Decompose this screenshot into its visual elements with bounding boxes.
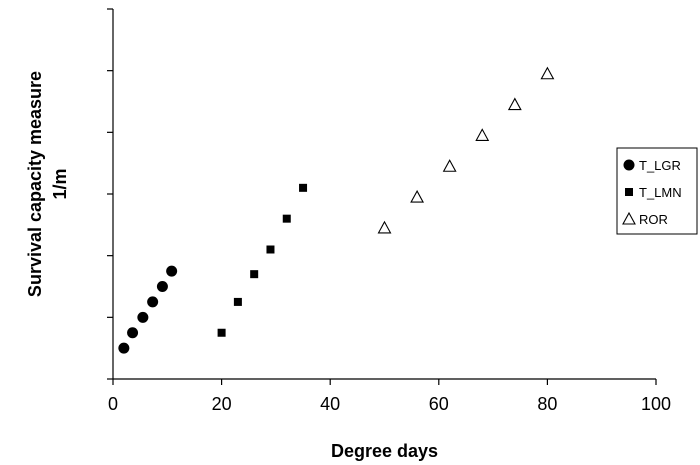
data-point <box>299 183 308 192</box>
x-tick-labels: 0 20 40 60 80 100 <box>108 394 671 414</box>
x-tick-label: 100 <box>641 394 671 414</box>
data-point <box>156 281 168 292</box>
series-ror <box>377 66 555 234</box>
data-point <box>217 328 226 337</box>
legend-item-t-lmn: T_LMN <box>625 185 682 200</box>
data-point <box>137 311 149 323</box>
data-point <box>442 159 457 172</box>
y-axis-title-line-1: Survival capacity measure <box>25 71 45 297</box>
data-point <box>475 128 490 141</box>
legend-item-ror: ROR <box>622 211 668 227</box>
data-point <box>377 220 392 234</box>
x-tick-label: 60 <box>429 394 449 414</box>
legend-label: T_LMN <box>639 185 682 200</box>
data-point <box>250 270 259 279</box>
legend-marker <box>623 159 635 171</box>
legend: T_LGR T_LMN ROR <box>616 147 698 235</box>
data-point <box>540 66 555 80</box>
data-point <box>147 296 159 308</box>
data-point <box>233 297 242 306</box>
series-t-lgr <box>118 265 178 354</box>
legend-marker <box>622 211 636 225</box>
legend-item-t-lgr: T_LGR <box>623 158 681 173</box>
y-axis-title: Survival capacity measure 1/m <box>25 71 70 297</box>
legend-marker <box>625 188 633 196</box>
data-point <box>266 245 275 254</box>
x-tick-label: 0 <box>108 394 118 414</box>
data-points <box>118 66 555 354</box>
data-point <box>166 265 178 277</box>
x-tick-label: 40 <box>320 394 340 414</box>
series-t-lmn <box>217 183 308 337</box>
data-point <box>410 189 425 203</box>
axes <box>107 8 657 385</box>
legend-label: ROR <box>639 212 668 227</box>
y-axis-title-line-2: 1/m <box>50 168 70 199</box>
x-axis-title: Degree days <box>331 441 438 461</box>
data-point <box>507 97 522 111</box>
x-tick-label: 80 <box>537 394 557 414</box>
legend-label: T_LGR <box>639 158 681 173</box>
data-point <box>118 342 130 354</box>
x-tick-label: 20 <box>212 394 232 414</box>
data-point <box>282 214 291 223</box>
data-point <box>127 327 139 339</box>
